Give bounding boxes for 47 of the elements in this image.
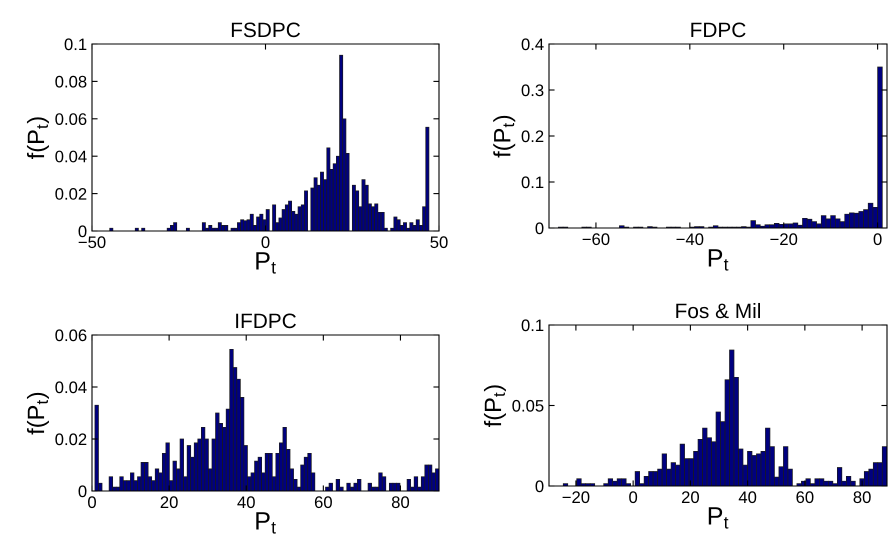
x-tick-label: 0	[629, 491, 638, 504]
x-tick-label: −20	[562, 491, 590, 504]
x-tick-label: 0	[88, 496, 96, 508]
x-tick-label: 0	[262, 236, 270, 248]
y-axis-title: f(P$_{t}$)	[26, 117, 49, 160]
y-tick-label: 0.3	[522, 84, 544, 96]
x-axis-title: P$_{t}$	[708, 249, 728, 271]
x-tick-label: 40	[237, 496, 255, 508]
y-tick-label: 0.06	[55, 329, 86, 342]
y-axis-title: f(P$_{t}$)	[26, 392, 49, 435]
x-tick-label: 80	[854, 491, 871, 504]
x-tick-label: −60	[582, 233, 610, 246]
y-tick-label: 0.2	[522, 130, 544, 142]
y-tick-label: 0.04	[55, 381, 87, 394]
x-tick-label: 50	[430, 236, 448, 248]
x-tick-label: 0	[874, 233, 882, 246]
x-axis-title: P$_{t}$	[256, 252, 276, 274]
x-tick-label: −40	[676, 233, 704, 246]
y-tick-label: 0.05	[512, 400, 544, 412]
x-tick-label: 80	[392, 496, 410, 508]
y-tick-label: 0	[536, 222, 544, 234]
x-tick-label: −50	[78, 236, 106, 248]
y-tick-label: 0	[78, 225, 86, 238]
x-axis-title: P$_{t}$	[256, 512, 276, 534]
y-axis-title: f(P$_{t}$)	[493, 116, 516, 158]
y-tick-label: 0.02	[55, 433, 86, 446]
chart-title: Fos & Mil	[676, 302, 760, 318]
x-tick-label: 20	[682, 491, 699, 504]
y-tick-label: 0.08	[55, 76, 86, 88]
y-tick-label: 0.4	[522, 38, 544, 50]
x-tick-label: 60	[796, 491, 814, 504]
x-tick-label: 60	[314, 496, 332, 508]
y-tick-label: 0.02	[55, 188, 86, 200]
x-axis-title: P$_{t}$	[708, 507, 728, 529]
y-axis-title: f(P$_{t}$)	[484, 385, 506, 428]
chart-title: IFDPC	[236, 314, 296, 328]
chart-title: FDPC	[691, 22, 746, 38]
x-tick-label: 20	[160, 496, 178, 508]
y-tick-label: 0	[536, 480, 544, 492]
y-tick-label: 0.1	[64, 38, 86, 50]
y-tick-label: 0.04	[55, 150, 87, 162]
chart-title: FSDPC	[232, 22, 300, 38]
x-tick-label: 40	[738, 491, 756, 504]
x-tick-label: −20	[770, 233, 798, 246]
y-tick-label: 0.1	[522, 176, 544, 188]
y-tick-label: 0.06	[55, 113, 86, 126]
y-tick-label: 0.1	[522, 319, 544, 332]
